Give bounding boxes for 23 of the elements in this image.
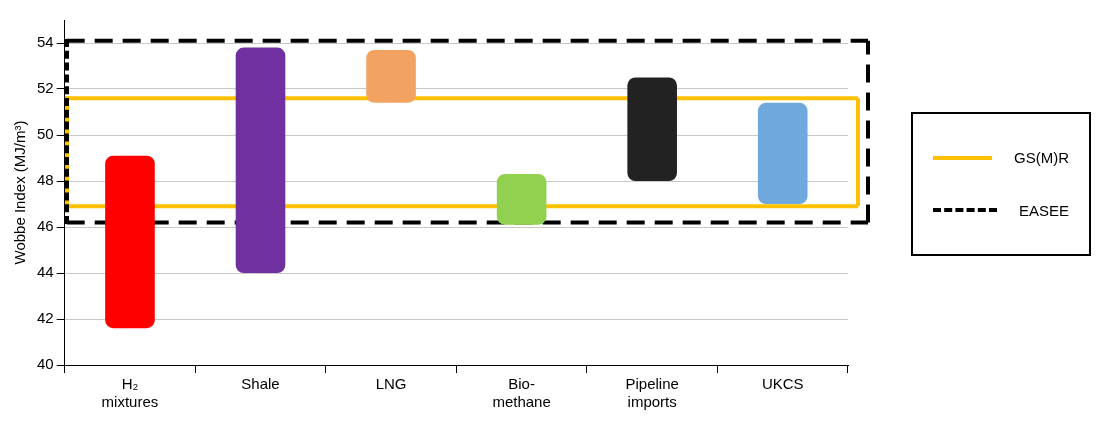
bar <box>235 47 286 273</box>
x-tick-label: Shale <box>241 375 280 393</box>
y-axis-title: Wobbe Index (MJ/m³) <box>11 120 29 265</box>
y-tick-label: 46 <box>37 217 54 235</box>
y-tick-label: 54 <box>37 33 54 51</box>
x-tick-label: Bio- methane <box>492 375 551 411</box>
y-tick-label: 44 <box>37 263 54 281</box>
bar <box>366 49 416 103</box>
y-tick-label: 50 <box>37 125 54 143</box>
y-tick-label: 48 <box>37 171 54 189</box>
bar <box>757 102 808 204</box>
legend-label: GS(M)R <box>1014 149 1069 167</box>
bar <box>496 174 547 225</box>
x-tick-label: H₂ mixtures <box>101 375 159 411</box>
y-tick-label: 52 <box>37 79 54 97</box>
x-tick-label: UKCS <box>761 375 804 393</box>
ref-line-label: EASEE <box>1018 201 1069 219</box>
y-tick-label: 42 <box>37 309 54 327</box>
bar <box>105 155 155 329</box>
x-tick-label: LNG <box>375 375 407 393</box>
x-tick-label: Pipeline imports <box>625 375 679 411</box>
y-tick-label: 40 <box>37 355 54 373</box>
bar <box>627 77 677 181</box>
